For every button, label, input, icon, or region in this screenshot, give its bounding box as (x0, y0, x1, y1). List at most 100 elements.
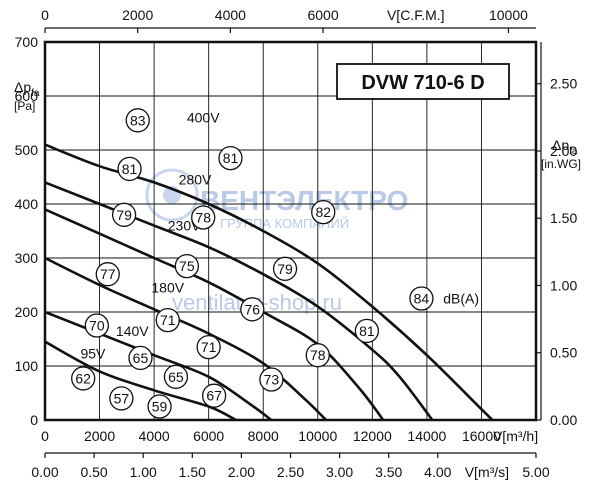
noise-marker: 65 (128, 345, 153, 371)
bottom2-x-axis-label: V[m³/s] (465, 464, 509, 480)
noise-marker-circle (111, 202, 137, 227)
noise-marker-circle (201, 383, 227, 408)
curve-label: 400V (187, 110, 220, 126)
noise-marker-label: 71 (160, 312, 176, 328)
top-x-tick-label: 10000 (489, 7, 528, 23)
noise-marker: 79 (111, 202, 137, 227)
noise-marker-label: 76 (245, 301, 261, 317)
noise-marker-label: 70 (89, 318, 105, 334)
noise-marker-label: 81 (223, 150, 239, 166)
noise-marker-circle (196, 334, 221, 360)
y-axis-label-sub: fa (31, 88, 40, 99)
curve-label: 95V (80, 346, 106, 362)
noise-marker-label: 79 (277, 261, 293, 277)
noise-marker-circle (71, 366, 96, 391)
y-tick-label: 400 (15, 196, 39, 212)
y-tick-label: 700 (15, 34, 39, 50)
noise-marker: 73 (259, 367, 284, 392)
noise-marker-circle (305, 343, 330, 368)
noise-marker: 70 (84, 313, 109, 338)
x-tick-label: 8000 (248, 428, 279, 444)
watermark-fan-icon (145, 168, 199, 222)
x-tick-label: 6000 (193, 428, 224, 444)
noise-marker: 67 (201, 383, 227, 408)
bottom2-x-tick-label: 2.00 (228, 464, 255, 480)
y-tick-label: 300 (15, 250, 39, 266)
noise-marker: 81 (354, 318, 380, 344)
noise-marker-circle (147, 394, 172, 419)
noise-markers: 83 81 82 84 81 78 79 81 79 75 76 78 77 71 71 73 70 65 65 67… (71, 108, 434, 419)
noise-marker: 76 (240, 297, 265, 322)
noise-marker: 84 (409, 286, 434, 311)
noise-marker-circle (174, 253, 199, 279)
bottom2-x-tick-label: 4.00 (424, 464, 451, 480)
noise-marker-label: 77 (100, 266, 116, 282)
title-box-border (336, 63, 510, 100)
noise-marker-label: 71 (201, 339, 217, 355)
noise-marker: 81 (117, 156, 142, 182)
right-y-tick-label: 0.00 (550, 412, 577, 428)
right-y-tick-label: 1.50 (550, 210, 577, 226)
noise-marker: 77 (95, 262, 120, 287)
noise-marker: 81 (218, 145, 243, 171)
noise-marker-circle (272, 256, 298, 281)
y-tick-label: 200 (15, 304, 39, 320)
noise-marker-label: 75 (179, 258, 195, 274)
noise-marker-circle (125, 108, 150, 133)
x-tick-label: 12000 (353, 428, 392, 444)
noise-marker-circle (128, 345, 153, 371)
noise-marker-label: 84 (414, 291, 430, 307)
top-x-tick-label: 6000 (307, 7, 338, 23)
noise-marker: 75 (174, 253, 199, 279)
noise-marker-label: 59 (152, 399, 168, 415)
y-axis-unit: [Pa] (14, 99, 35, 113)
noise-marker-circle (311, 199, 336, 225)
bottom2-x-tick-label: 1.50 (179, 464, 206, 480)
watermark-brand: ВЕНТЭЛЕКТРО (200, 185, 408, 216)
noise-marker: 65 (163, 364, 189, 389)
x-tick-label: 0 (41, 428, 49, 444)
bottom2-x-tick-label: 0.00 (31, 464, 58, 480)
noise-marker-circle (409, 286, 434, 311)
bottom2-x-tick-label: 0.50 (80, 464, 107, 480)
right-y-tick-label: 2.50 (550, 76, 577, 92)
title-box: DVW 710-6 D (336, 63, 510, 100)
curve-label: dB(A) (443, 291, 479, 307)
noise-marker-label: 65 (133, 350, 149, 366)
curve-label: 140V (116, 323, 149, 339)
noise-marker-circle (218, 145, 243, 171)
noise-marker: 78 (191, 205, 216, 230)
noise-marker: 71 (155, 307, 180, 333)
noise-marker-circle (117, 156, 142, 182)
fan-curve-230v (44, 208, 385, 421)
right-y-tick-label: 0.50 (550, 345, 577, 361)
curve-label: 180V (151, 280, 184, 296)
bottom2-x-tick-label: 1.00 (130, 464, 157, 480)
noise-marker: 71 (196, 334, 221, 360)
noise-marker-label: 83 (130, 112, 146, 128)
noise-marker-label: 73 (264, 372, 280, 388)
bottom2-x-tick-label: 3.00 (326, 464, 353, 480)
bottom2-x-tick-label: 3.50 (375, 464, 402, 480)
noise-marker-circle (155, 307, 180, 333)
y-tick-label: 600 (15, 88, 39, 104)
noise-marker-label: 82 (315, 204, 331, 220)
noise-marker-label: 62 (75, 370, 91, 386)
noise-marker: 78 (305, 343, 330, 368)
axes: 0 2000 4000 6000 8000 10000 12000 14000 16000V[m… (14, 7, 581, 480)
top-x-tick-label: 4000 (215, 7, 246, 23)
noise-marker-circle (259, 367, 284, 392)
watermark: ВЕНТЭЛЕКТРО ГРУППА КОМПАНИЙ ventilator-s… (145, 168, 408, 315)
noise-marker-label: 65 (168, 369, 184, 385)
y-tick-label: 500 (15, 142, 39, 158)
right-y-axis-label-sub: fa (569, 146, 578, 157)
fan-curve-180v (44, 256, 327, 421)
top-x-tick-label: 0 (41, 7, 49, 23)
x-tick-label: 16000 (462, 428, 501, 444)
noise-marker-label: 81 (122, 161, 138, 177)
x-tick-label: 2000 (84, 428, 115, 444)
noise-marker-label: 79 (116, 207, 132, 223)
x-tick-label: 10000 (298, 428, 337, 444)
